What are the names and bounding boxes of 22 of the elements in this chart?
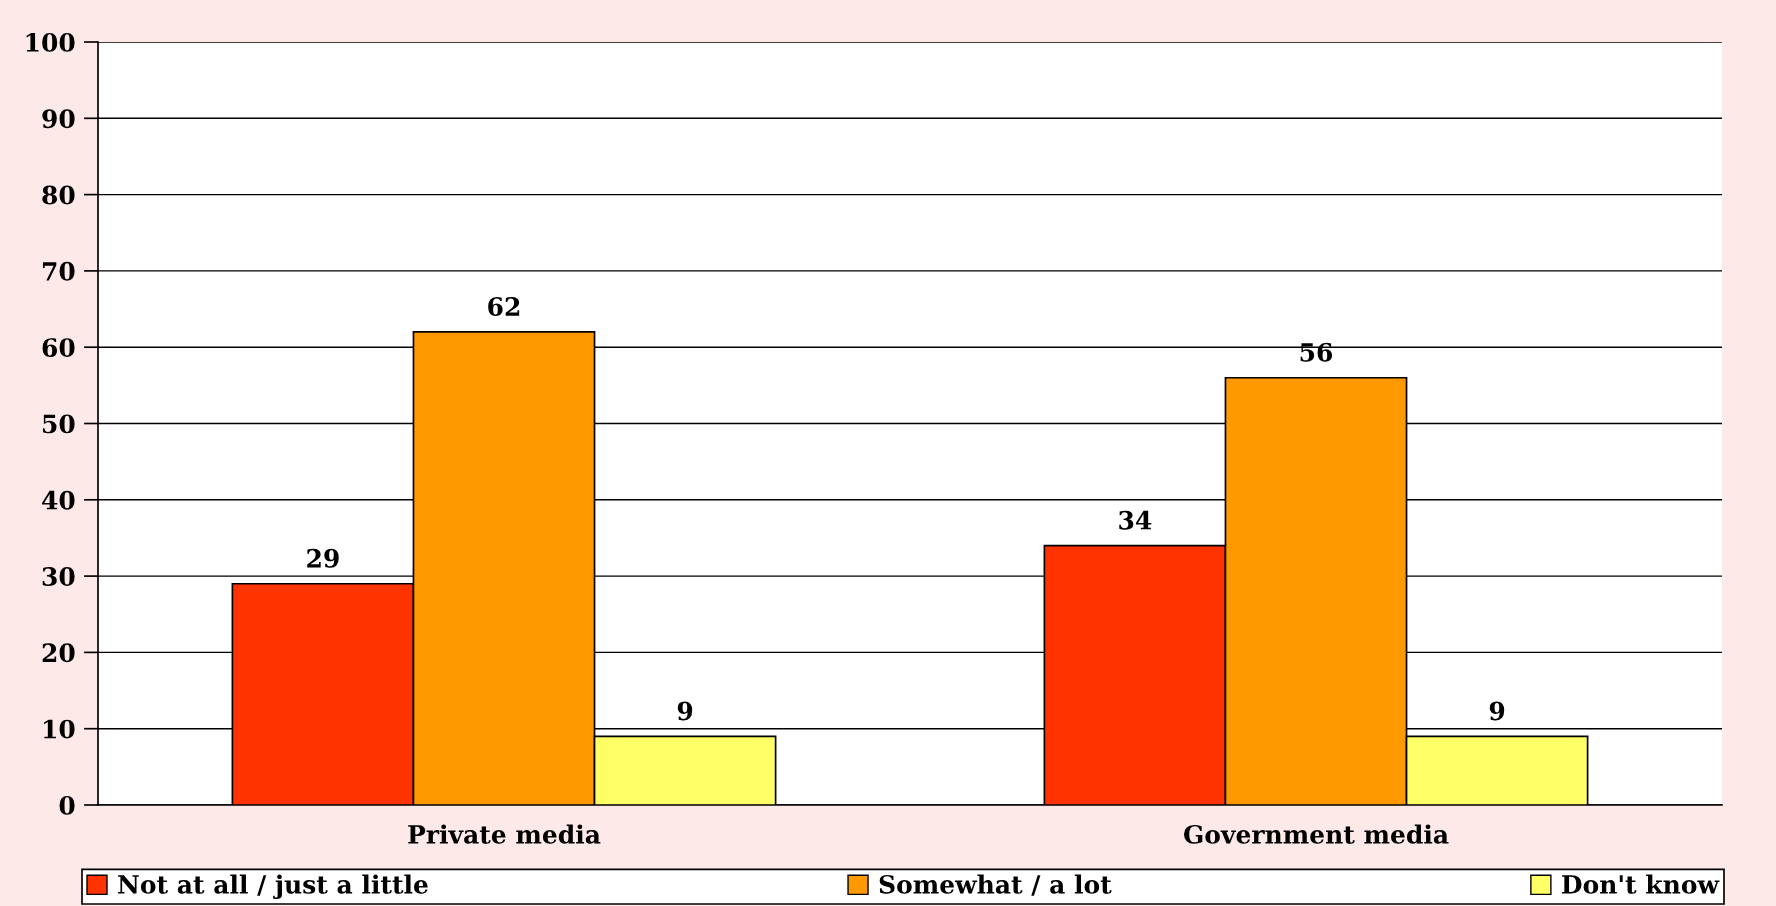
y-tick-label: 80 [42, 185, 75, 205]
legend-label: Don't know [1562, 874, 1720, 894]
data-label: 62 [488, 297, 520, 316]
data-label: 29 [307, 548, 339, 568]
y-tick-label: 10 [44, 719, 75, 739]
y-tick-label: 30 [42, 567, 75, 586]
data-label: 34 [1119, 510, 1152, 530]
legend-label: Not at all / just a little [118, 874, 428, 899]
y-tick-label: 50 [43, 414, 75, 434]
y-tick-label: 40 [42, 490, 75, 510]
y-tick-label: 60 [42, 338, 75, 358]
y-tick-label: 70 [42, 261, 75, 281]
x-tick-label: Government media [1183, 824, 1449, 844]
y-tick-label: 90 [42, 109, 75, 129]
y-tick-label: 20 [42, 643, 75, 663]
data-label: 56 [1300, 342, 1333, 362]
legend-label: Somewhat / a lot [879, 874, 1112, 896]
data-label: 9 [1489, 701, 1505, 721]
y-tick-label: 0 [59, 795, 75, 815]
data-label: 9 [677, 701, 693, 721]
x-tick-label: Private media [408, 824, 601, 844]
y-tick-label: 100 [26, 32, 75, 52]
